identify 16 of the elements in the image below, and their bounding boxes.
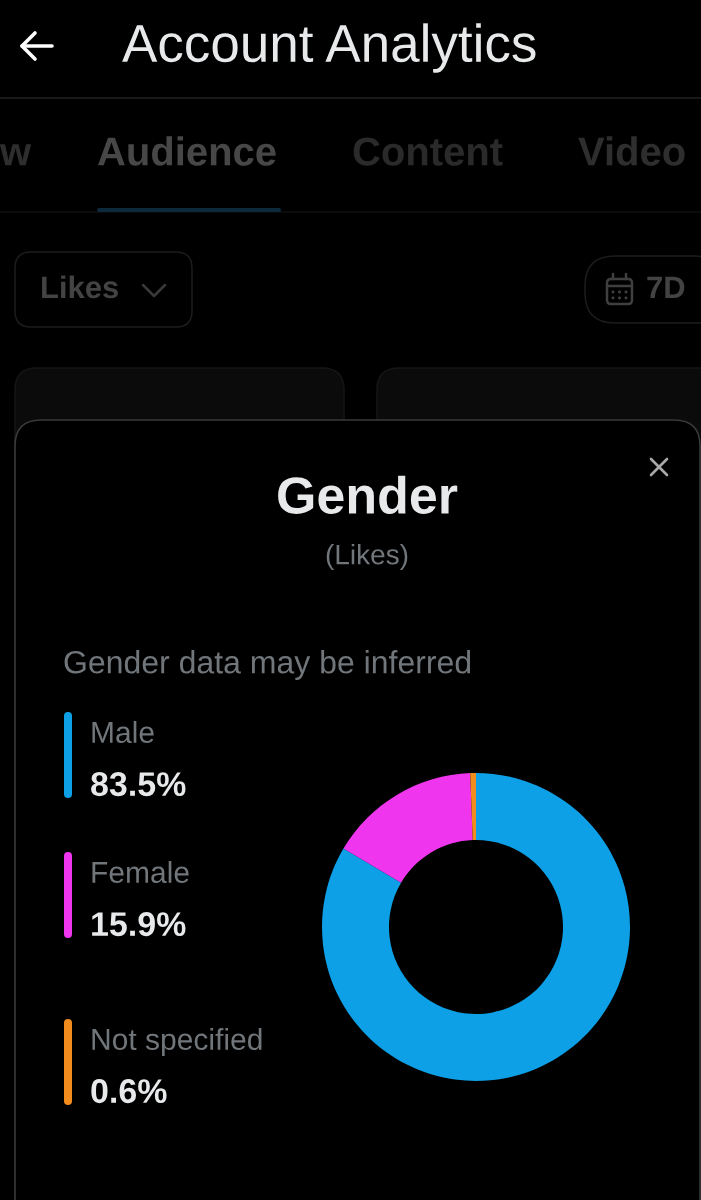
legend-label: Not specified [92, 1028, 262, 1056]
donut-slice [343, 773, 473, 883]
data-label: 83.5% [91, 772, 186, 797]
legend-label: Female [92, 861, 189, 884]
legend-label: Male [92, 721, 154, 744]
text: Likes [42, 275, 118, 299]
text: Account Analytics [122, 23, 536, 73]
chart-title: Gender [278, 475, 458, 514]
data-label: 0.6% [91, 1079, 167, 1104]
donut-slice [322, 773, 630, 1081]
text: 7D [647, 276, 685, 299]
chart-subtitle: (Likes) [326, 543, 408, 571]
text: Gender data may be inferred [64, 650, 471, 680]
data-label: 15.9% [92, 912, 186, 937]
donut-slice [470, 773, 476, 841]
text: Audience [97, 136, 276, 166]
